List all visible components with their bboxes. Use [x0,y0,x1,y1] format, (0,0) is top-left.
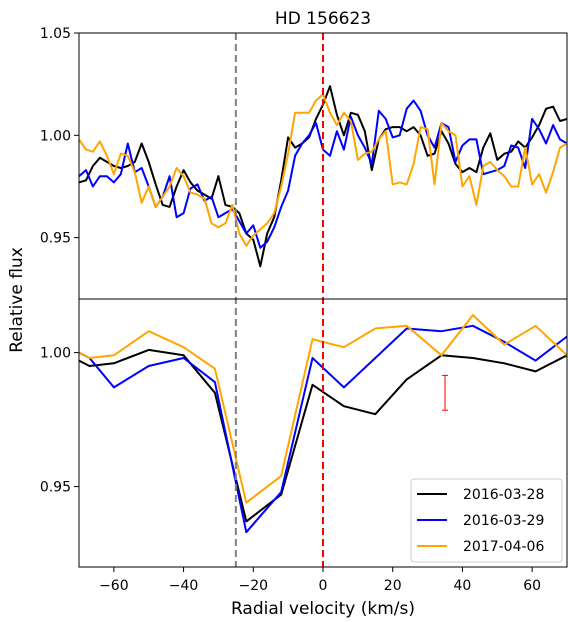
panel1-y-tick-label: 1.05 [40,26,71,42]
panel2-y-tick-label: 0.95 [40,480,71,496]
x-axis-title: Radial velocity (km/s) [231,599,415,619]
panel2-y-tick-label: 1.00 [40,346,71,362]
x-tick-label: 60 [523,578,541,594]
panel1-y-tick-label: 1.00 [40,128,71,144]
legend-label: 2017-04-06 [463,539,544,555]
x-tick-label: 40 [454,578,472,594]
plot-area: 0.95 1.00 1.05 0.95 1.00 −60 −40 −20 0 20 40 60 2016… [40,26,568,594]
panel1-y-tick-label: 0.95 [40,231,71,247]
legend-label: 2016-03-28 [463,487,544,503]
legend-box [410,478,563,563]
chart-title: HD 156623 [275,9,371,29]
y-axis-title: Relative flux [7,247,27,353]
x-tick-label: −20 [239,578,269,594]
x-tick-label: 20 [384,578,402,594]
panel2-series-2016-03-28 [78,348,568,523]
legend-label: 2016-03-29 [463,513,544,529]
panel2-series-2016-03-29 [78,324,568,534]
x-tick-label: −40 [169,578,199,594]
x-tick-label: 0 [319,578,328,594]
x-tick-label: −60 [99,578,129,594]
panel2-series-2017-04-06 [78,314,568,504]
